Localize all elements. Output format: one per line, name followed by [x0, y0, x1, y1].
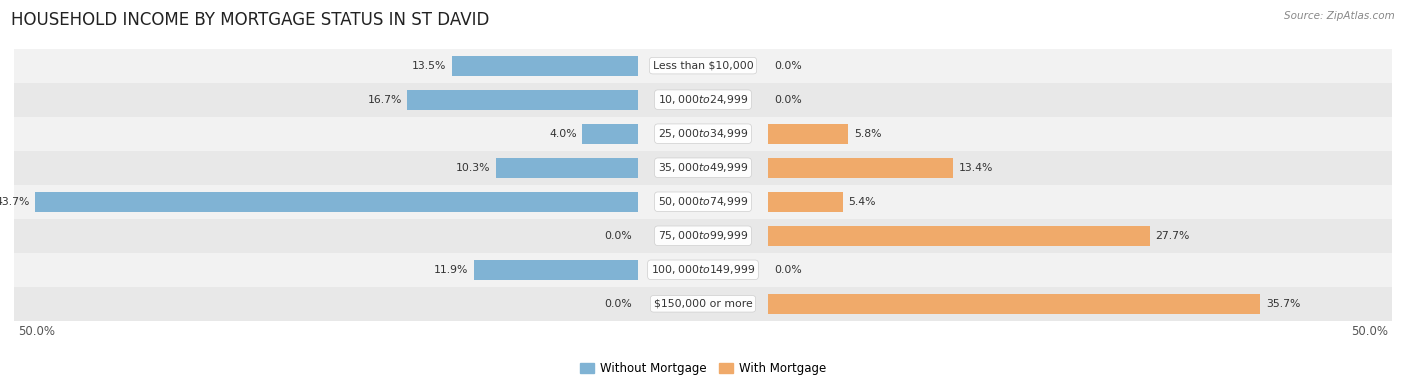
- Text: Less than $10,000: Less than $10,000: [652, 61, 754, 70]
- Bar: [769, 158, 953, 178]
- Bar: [14, 185, 1392, 219]
- Bar: [14, 83, 1392, 117]
- Bar: [769, 192, 842, 211]
- Bar: [14, 49, 1392, 83]
- Text: $50,000 to $74,999: $50,000 to $74,999: [658, 195, 748, 208]
- Text: 4.0%: 4.0%: [550, 129, 576, 139]
- Bar: [474, 260, 637, 280]
- Text: 0.0%: 0.0%: [605, 231, 633, 241]
- Bar: [408, 90, 637, 110]
- Text: $100,000 to $149,999: $100,000 to $149,999: [651, 263, 755, 276]
- Text: $75,000 to $99,999: $75,000 to $99,999: [658, 229, 748, 242]
- Bar: [582, 124, 637, 144]
- Bar: [14, 117, 1392, 151]
- Text: 50.0%: 50.0%: [1351, 325, 1388, 338]
- Bar: [769, 294, 1260, 314]
- Bar: [14, 253, 1392, 287]
- Text: 0.0%: 0.0%: [773, 265, 801, 275]
- Text: 11.9%: 11.9%: [433, 265, 468, 275]
- Text: $35,000 to $49,999: $35,000 to $49,999: [658, 161, 748, 174]
- Bar: [35, 192, 637, 211]
- Text: 13.4%: 13.4%: [959, 163, 993, 173]
- Text: 27.7%: 27.7%: [1156, 231, 1189, 241]
- Legend: Without Mortgage, With Mortgage: Without Mortgage, With Mortgage: [575, 357, 831, 377]
- Text: 43.7%: 43.7%: [0, 197, 30, 207]
- Text: 5.4%: 5.4%: [848, 197, 876, 207]
- Text: 13.5%: 13.5%: [412, 61, 446, 70]
- Text: 16.7%: 16.7%: [367, 95, 402, 105]
- Bar: [451, 56, 637, 75]
- Text: HOUSEHOLD INCOME BY MORTGAGE STATUS IN ST DAVID: HOUSEHOLD INCOME BY MORTGAGE STATUS IN S…: [11, 11, 489, 29]
- Text: 0.0%: 0.0%: [605, 299, 633, 309]
- Bar: [769, 124, 848, 144]
- Text: 0.0%: 0.0%: [773, 61, 801, 70]
- Text: 50.0%: 50.0%: [18, 325, 55, 338]
- Text: $25,000 to $34,999: $25,000 to $34,999: [658, 127, 748, 140]
- Bar: [496, 158, 637, 178]
- Bar: [14, 219, 1392, 253]
- Text: $10,000 to $24,999: $10,000 to $24,999: [658, 93, 748, 106]
- Text: $150,000 or more: $150,000 or more: [654, 299, 752, 309]
- Text: 10.3%: 10.3%: [456, 163, 491, 173]
- Text: 0.0%: 0.0%: [773, 95, 801, 105]
- Text: 5.8%: 5.8%: [853, 129, 882, 139]
- Bar: [769, 226, 1150, 246]
- Text: 35.7%: 35.7%: [1265, 299, 1301, 309]
- Text: Source: ZipAtlas.com: Source: ZipAtlas.com: [1284, 11, 1395, 21]
- Bar: [14, 287, 1392, 321]
- Bar: [14, 151, 1392, 185]
